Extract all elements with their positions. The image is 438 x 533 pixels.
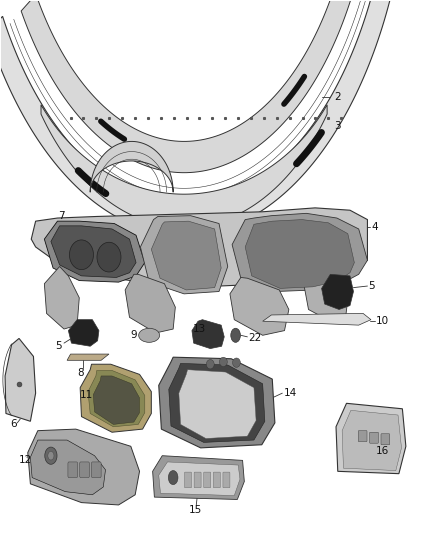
Polygon shape [28, 429, 140, 505]
Text: 22: 22 [249, 334, 262, 343]
Text: 2: 2 [334, 92, 340, 102]
Polygon shape [304, 273, 348, 321]
Polygon shape [159, 462, 240, 496]
Text: 5: 5 [55, 341, 62, 351]
Ellipse shape [48, 451, 54, 460]
Polygon shape [5, 338, 35, 421]
Ellipse shape [139, 328, 159, 342]
Text: 8: 8 [77, 368, 84, 378]
Text: 10: 10 [376, 316, 389, 326]
Polygon shape [336, 403, 406, 474]
Polygon shape [169, 364, 265, 442]
Polygon shape [232, 213, 367, 292]
Text: 7: 7 [58, 211, 65, 221]
Text: 6: 6 [11, 419, 17, 430]
FancyBboxPatch shape [370, 432, 378, 443]
Polygon shape [159, 357, 275, 448]
Polygon shape [41, 105, 327, 228]
Polygon shape [80, 364, 151, 432]
Polygon shape [67, 354, 109, 360]
Ellipse shape [219, 357, 227, 367]
Polygon shape [152, 456, 244, 499]
Polygon shape [90, 141, 173, 192]
Polygon shape [263, 313, 371, 325]
Polygon shape [141, 216, 228, 294]
Ellipse shape [70, 240, 93, 270]
Polygon shape [230, 278, 289, 335]
Text: 4: 4 [371, 222, 378, 232]
Polygon shape [88, 370, 145, 427]
Polygon shape [192, 320, 224, 349]
Polygon shape [245, 220, 354, 288]
Text: 3: 3 [334, 121, 340, 131]
FancyBboxPatch shape [194, 472, 201, 488]
Polygon shape [321, 274, 353, 310]
Polygon shape [342, 410, 402, 471]
Polygon shape [44, 266, 79, 329]
FancyBboxPatch shape [204, 472, 211, 488]
Polygon shape [31, 208, 367, 286]
Polygon shape [151, 221, 221, 290]
Polygon shape [179, 370, 256, 439]
Ellipse shape [231, 328, 240, 342]
FancyBboxPatch shape [381, 434, 390, 445]
Ellipse shape [45, 447, 57, 464]
Text: 9: 9 [131, 330, 138, 340]
Ellipse shape [233, 358, 240, 367]
FancyBboxPatch shape [223, 472, 230, 488]
Polygon shape [21, 0, 355, 173]
Text: 5: 5 [368, 281, 375, 291]
Polygon shape [30, 440, 106, 495]
Ellipse shape [168, 471, 178, 484]
Polygon shape [51, 226, 136, 278]
Polygon shape [125, 274, 175, 333]
Polygon shape [68, 320, 99, 346]
FancyBboxPatch shape [92, 462, 101, 478]
Ellipse shape [97, 243, 121, 272]
Text: 15: 15 [189, 505, 202, 515]
Text: 13: 13 [193, 324, 206, 334]
FancyBboxPatch shape [184, 472, 191, 488]
Ellipse shape [206, 360, 214, 369]
FancyBboxPatch shape [68, 462, 78, 478]
Text: 12: 12 [19, 455, 32, 465]
Text: 16: 16 [376, 446, 389, 456]
FancyBboxPatch shape [80, 462, 89, 478]
FancyBboxPatch shape [213, 472, 220, 488]
Polygon shape [44, 221, 145, 282]
Text: 11: 11 [80, 390, 93, 400]
Polygon shape [93, 376, 140, 424]
Polygon shape [0, 0, 390, 235]
Text: 14: 14 [284, 388, 297, 398]
FancyBboxPatch shape [358, 431, 367, 442]
